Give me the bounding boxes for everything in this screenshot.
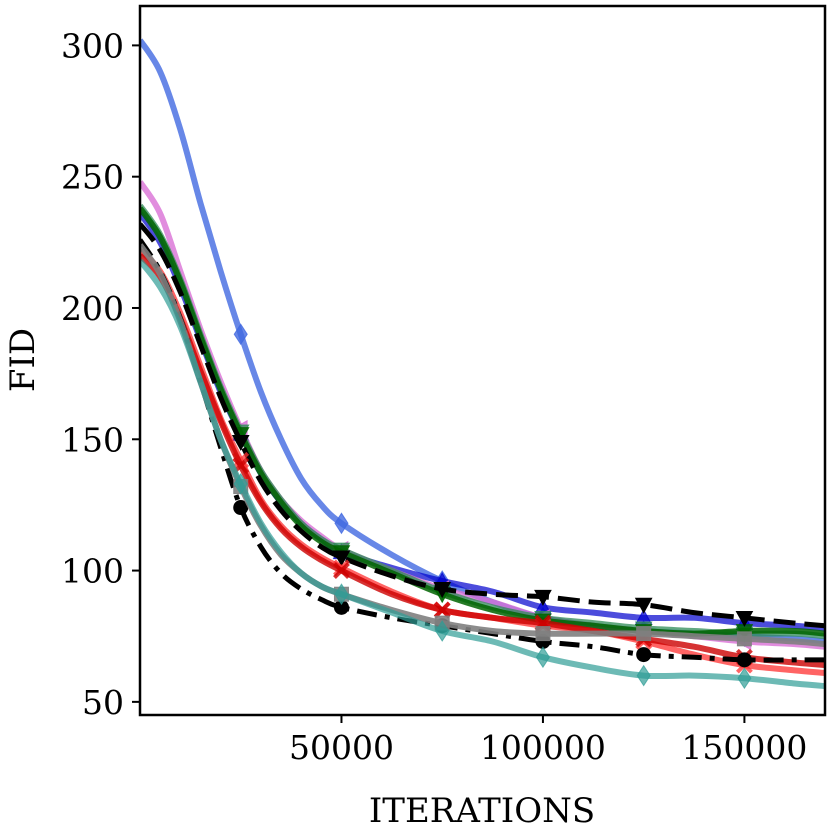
data-point	[334, 512, 349, 535]
data-point	[332, 550, 351, 567]
data-point	[233, 473, 248, 495]
data-point	[736, 631, 752, 647]
data-point	[636, 664, 651, 687]
y-tick-label: 150	[61, 420, 124, 459]
x-tick-label: 100000	[480, 728, 606, 767]
series-path	[140, 180, 825, 650]
data-point	[433, 601, 451, 619]
x-axis-title: ITERATIONS	[369, 791, 595, 831]
series-line	[140, 180, 825, 651]
y-axis-title: FID	[3, 328, 43, 392]
data-point	[435, 620, 450, 642]
data-point	[636, 647, 652, 663]
data-point	[535, 626, 551, 642]
x-tick-label: 50000	[289, 728, 394, 767]
series-line	[140, 38, 825, 648]
x-tick-label: 150000	[681, 728, 807, 767]
tick-layer: 50000 100000 150000 50 100 150 200 250 300	[61, 26, 807, 767]
series-line	[140, 258, 825, 690]
data-point	[334, 583, 349, 606]
y-tick-label: 300	[61, 26, 124, 65]
series-line	[140, 222, 825, 629]
series-line	[140, 211, 825, 632]
data-point	[433, 582, 452, 598]
y-tick-label: 50	[82, 683, 124, 722]
data-point	[233, 323, 248, 346]
y-tick-label: 200	[61, 289, 124, 328]
series-layer	[140, 38, 825, 690]
data-point	[735, 610, 754, 627]
y-tick-label: 100	[61, 552, 124, 591]
data-point	[634, 597, 653, 614]
data-point	[231, 435, 250, 451]
series-path	[140, 211, 825, 632]
data-point	[736, 652, 752, 668]
data-point	[333, 562, 350, 579]
plot-frame	[138, 4, 827, 717]
data-point	[636, 626, 652, 642]
series-path	[140, 206, 825, 637]
data-point	[534, 589, 552, 606]
data-point	[737, 667, 752, 690]
series-path	[140, 203, 825, 640]
y-tick-label: 250	[61, 158, 124, 197]
data-point	[535, 646, 551, 669]
